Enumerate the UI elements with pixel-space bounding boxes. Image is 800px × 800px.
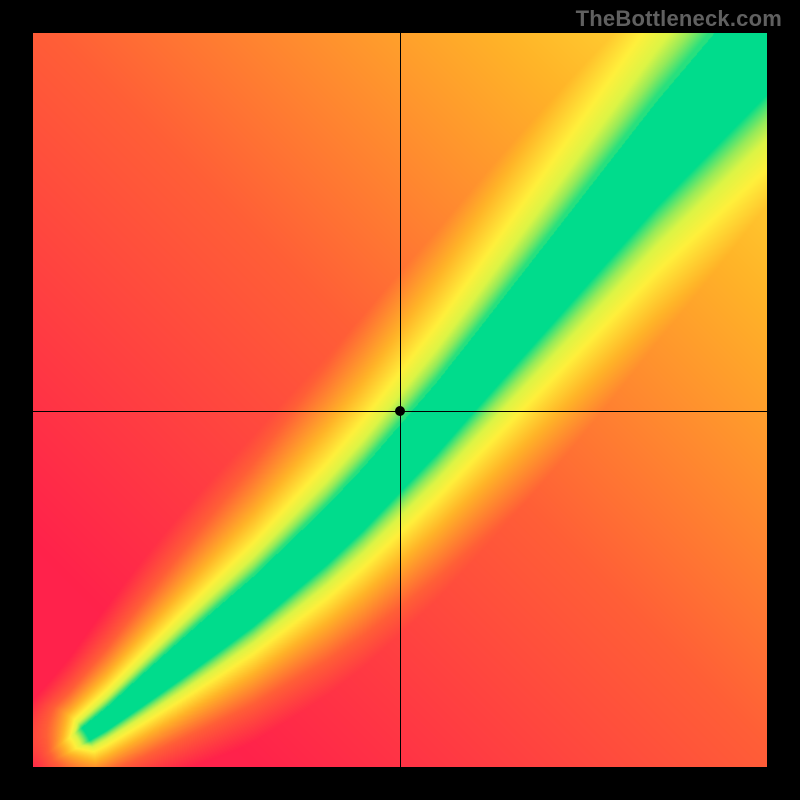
watermark-label: TheBottleneck.com: [576, 6, 782, 32]
chart-container: { "watermark": { "text": "TheBottleneck.…: [0, 0, 800, 800]
plot-area: [33, 33, 767, 767]
bottleneck-marker: [395, 406, 405, 416]
crosshair-vertical: [400, 33, 401, 767]
